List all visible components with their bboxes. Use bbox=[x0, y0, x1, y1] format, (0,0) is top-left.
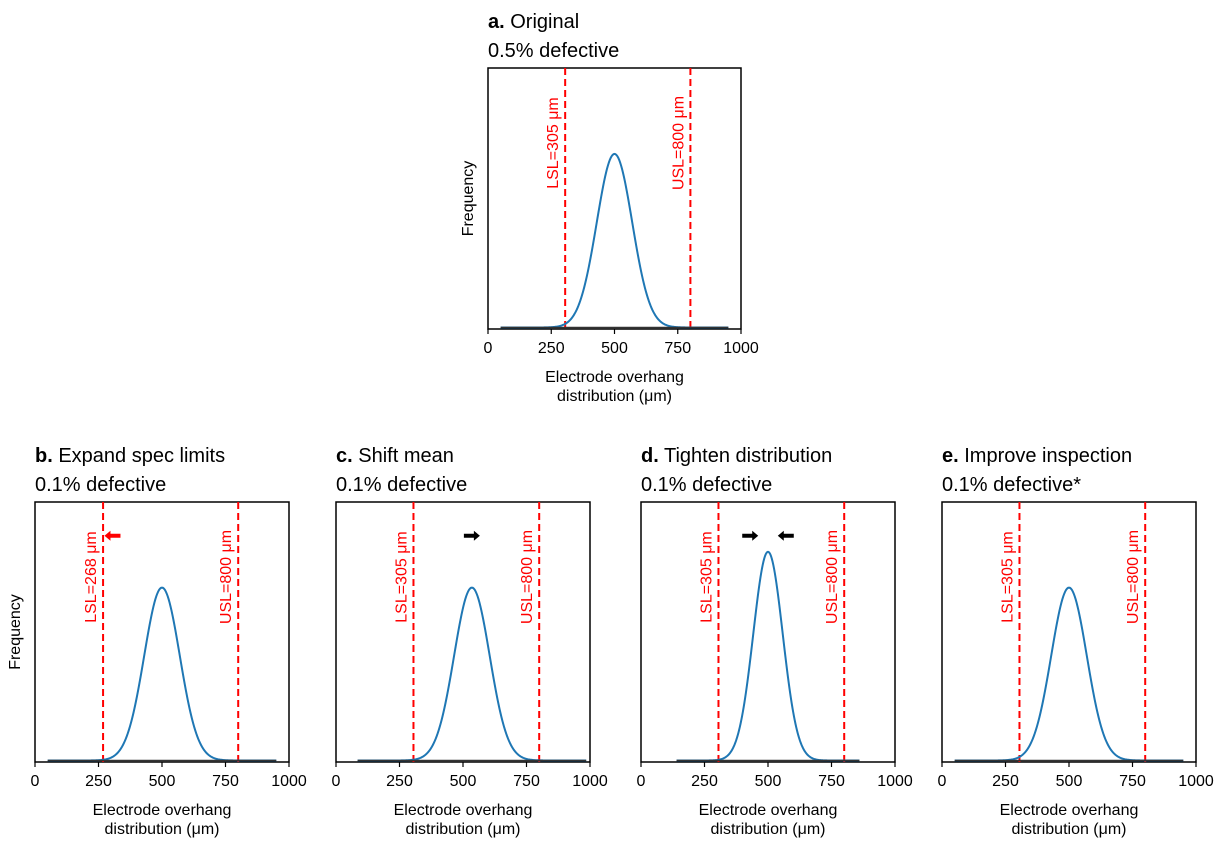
axes-frame bbox=[335, 501, 591, 763]
x-tick-label: 750 bbox=[1119, 773, 1146, 790]
panel-title: b. Expand spec limits bbox=[35, 445, 225, 467]
axes-frame bbox=[640, 501, 896, 763]
panel-title-text: Original bbox=[505, 11, 579, 33]
panel-title: c. Shift mean bbox=[336, 445, 454, 467]
x-axis-label: Electrode overhang bbox=[699, 802, 838, 819]
panel-subtitle: 0.1% defective bbox=[641, 474, 772, 496]
x-tick-label: 1000 bbox=[723, 340, 759, 357]
x-tick-label: 1000 bbox=[877, 773, 913, 790]
lsl-label: LSL=305 μm bbox=[545, 97, 562, 189]
distribution-curve bbox=[954, 586, 1184, 762]
panel-title: e. Improve inspection bbox=[942, 445, 1132, 467]
x-tick-label: 500 bbox=[1056, 773, 1083, 790]
shift-arrow-right bbox=[742, 530, 759, 541]
usl-label: USL=800 μm bbox=[670, 96, 687, 190]
distribution-curve bbox=[500, 152, 729, 329]
panel-title-text: Expand spec limits bbox=[53, 445, 225, 467]
x-axis-label: distribution (μm) bbox=[1011, 821, 1126, 838]
chart-panel-c: c. Shift mean 0.1% defective LSL=305 μm USL… bbox=[332, 445, 608, 838]
x-axis-label: Electrode overhang bbox=[394, 802, 533, 819]
x-tick-label: 750 bbox=[513, 773, 540, 790]
shift-arrow-left bbox=[104, 530, 121, 541]
panel-letter: a. bbox=[488, 11, 505, 33]
x-tick-label: 250 bbox=[85, 773, 112, 790]
panel-title-text: Tighten distribution bbox=[659, 445, 832, 467]
panel-title-text: Shift mean bbox=[353, 445, 454, 467]
distribution-curve bbox=[357, 586, 587, 762]
x-tick-label: 750 bbox=[212, 773, 239, 790]
panel-subtitle: 0.1% defective bbox=[336, 474, 467, 496]
lsl-label: LSL=268 μm bbox=[83, 531, 100, 623]
x-tick-label: 750 bbox=[664, 340, 691, 357]
lsl-label: LSL=305 μm bbox=[999, 531, 1016, 623]
x-tick-label: 500 bbox=[755, 773, 782, 790]
x-tick-label: 250 bbox=[691, 773, 718, 790]
chart-panel-d: d. Tighten distribution 0.1% defective LSL… bbox=[637, 445, 913, 838]
usl-label: USL=800 μm bbox=[519, 530, 536, 624]
distribution-curve bbox=[47, 586, 277, 762]
y-axis-label: Frequency bbox=[7, 594, 24, 670]
axes-frame bbox=[487, 67, 742, 330]
x-tick-label: 0 bbox=[484, 340, 493, 357]
panel-title-text: Improve inspection bbox=[959, 445, 1132, 467]
panel-letter: c. bbox=[336, 445, 353, 467]
panel-title: d. Tighten distribution bbox=[641, 445, 832, 467]
lsl-label: LSL=305 μm bbox=[698, 531, 715, 623]
panel-subtitle: 0.1% defective* bbox=[942, 474, 1081, 496]
x-tick-label: 0 bbox=[637, 773, 646, 790]
panel-title: a. Original bbox=[488, 11, 579, 33]
x-tick-label: 0 bbox=[332, 773, 341, 790]
x-axis-label: distribution (μm) bbox=[710, 821, 825, 838]
x-axis-label: Electrode overhang bbox=[93, 802, 232, 819]
x-tick-label: 1000 bbox=[271, 773, 307, 790]
lsl-label: LSL=305 μm bbox=[393, 531, 410, 623]
panel-letter: b. bbox=[35, 445, 53, 467]
shift-arrow-left bbox=[777, 530, 794, 541]
x-axis-label: Electrode overhang bbox=[545, 369, 684, 386]
y-axis-label: Frequency bbox=[460, 161, 477, 237]
axes-frame bbox=[34, 501, 290, 763]
x-tick-label: 250 bbox=[992, 773, 1019, 790]
x-tick-label: 500 bbox=[601, 340, 628, 357]
panel-subtitle: 0.5% defective bbox=[488, 40, 619, 62]
x-tick-label: 1000 bbox=[572, 773, 608, 790]
x-tick-label: 250 bbox=[386, 773, 413, 790]
x-tick-label: 500 bbox=[450, 773, 477, 790]
chart-panel-b: b. Expand spec limits 0.1% defective LSL=2… bbox=[7, 445, 307, 838]
panel-letter: e. bbox=[942, 445, 959, 467]
x-tick-label: 250 bbox=[538, 340, 565, 357]
usl-label: USL=800 μm bbox=[1125, 530, 1142, 624]
usl-label: USL=800 μm bbox=[824, 530, 841, 624]
x-axis-label: distribution (μm) bbox=[104, 821, 219, 838]
x-tick-label: 1000 bbox=[1178, 773, 1214, 790]
axes-frame bbox=[941, 501, 1197, 763]
x-axis-label: distribution (μm) bbox=[557, 388, 672, 405]
x-tick-label: 750 bbox=[818, 773, 845, 790]
x-axis-label: distribution (μm) bbox=[405, 821, 520, 838]
panel-letter: d. bbox=[641, 445, 659, 467]
chart-panel-e: e. Improve inspection 0.1% defective* LSL=… bbox=[938, 445, 1214, 838]
x-tick-label: 0 bbox=[31, 773, 40, 790]
x-tick-label: 500 bbox=[149, 773, 176, 790]
x-tick-label: 0 bbox=[938, 773, 947, 790]
chart-panel-a: a. Original 0.5% defective LSL=305 μm USL=8… bbox=[460, 11, 759, 405]
panel-subtitle: 0.1% defective bbox=[35, 474, 166, 496]
x-axis-label: Electrode overhang bbox=[1000, 802, 1139, 819]
usl-label: USL=800 μm bbox=[218, 530, 235, 624]
shift-arrow-right bbox=[463, 530, 480, 541]
